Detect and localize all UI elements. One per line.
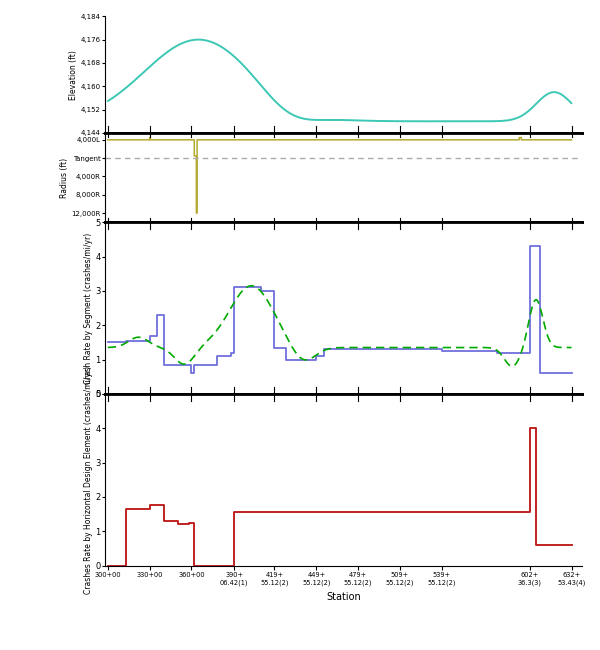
X-axis label: Station: Station [326,592,361,601]
Y-axis label: Radius (ft): Radius (ft) [59,157,68,198]
Y-axis label: Elevation (ft): Elevation (ft) [69,49,78,99]
Y-axis label: Crash Rate by Segment (crashes/mi/yr): Crash Rate by Segment (crashes/mi/yr) [83,233,92,384]
Y-axis label: Crashes Rate by Horizontal Design Element (crashes/mi/yr): Crashes Rate by Horizontal Design Elemen… [83,365,92,593]
